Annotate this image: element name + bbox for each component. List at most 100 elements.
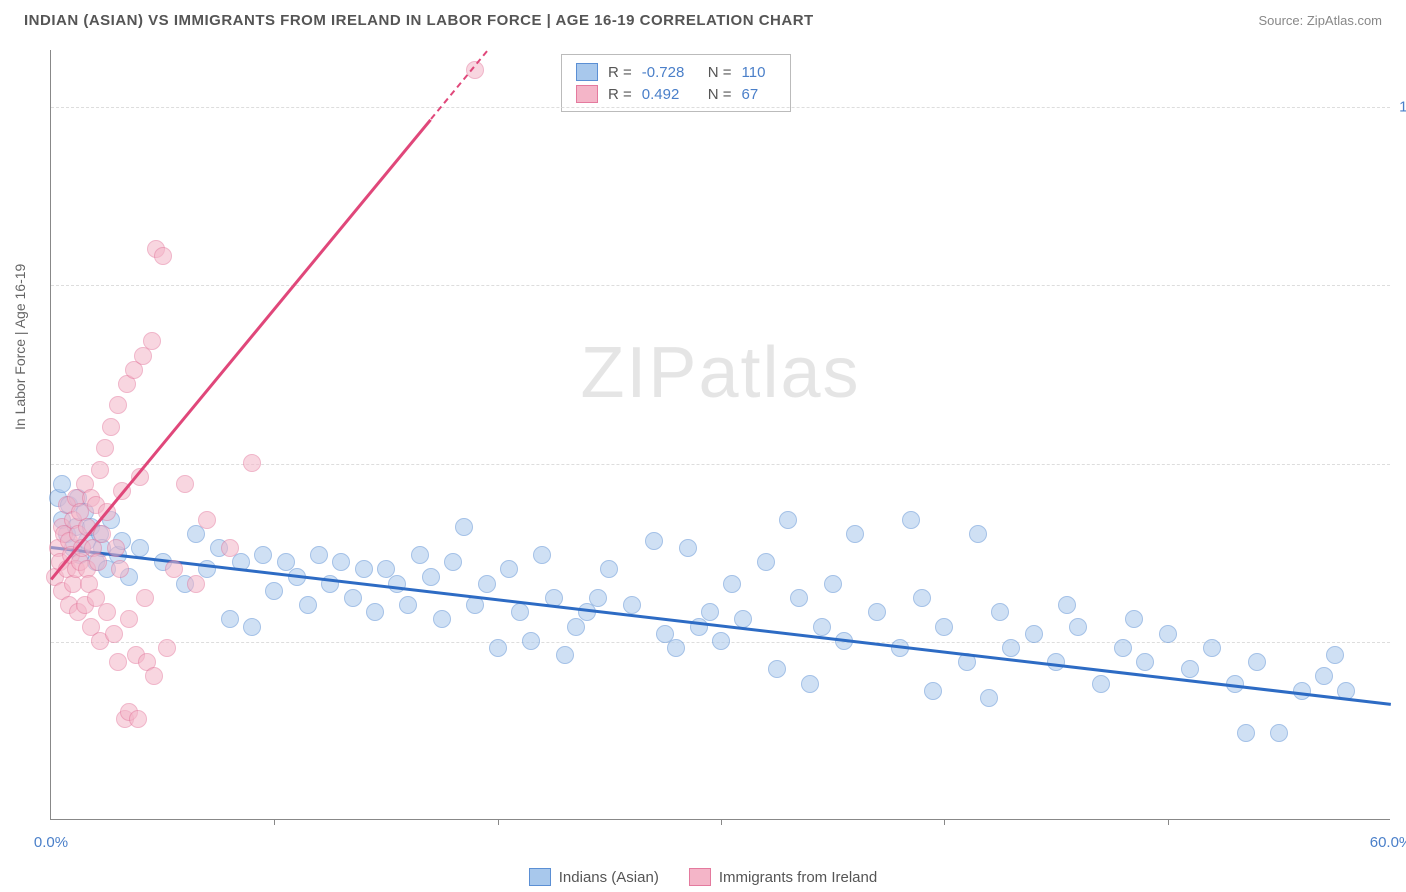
data-point [221,610,239,628]
legend-label: Indians (Asian) [559,869,659,886]
stat-r-value: -0.728 [642,64,698,81]
data-point [511,603,529,621]
data-point [91,461,109,479]
legend-swatch [576,63,598,81]
stat-r-value: 0.492 [642,86,698,103]
gridline [51,285,1390,286]
data-point [790,589,808,607]
data-point [1326,646,1344,664]
data-point [344,589,362,607]
data-point [136,589,154,607]
x-tick-mark [1168,819,1169,825]
legend-swatch [576,85,598,103]
data-point [254,546,272,564]
stat-n-value: 110 [742,64,776,81]
data-point [667,639,685,657]
data-point [411,546,429,564]
chart-source: Source: ZipAtlas.com [1258,13,1382,28]
data-point [533,546,551,564]
data-point [1125,610,1143,628]
data-point [1114,639,1132,657]
data-point [243,618,261,636]
data-point [145,667,163,685]
data-point [444,553,462,571]
watermark-atlas: atlas [698,333,860,413]
data-point [500,560,518,578]
x-tick-label: 60.0% [1370,834,1406,851]
data-point [98,603,116,621]
trend-line-dashed [430,50,487,119]
data-point [1136,653,1154,671]
data-point [89,553,107,571]
x-tick-mark [721,819,722,825]
data-point [913,589,931,607]
data-point [111,560,129,578]
data-point [109,396,127,414]
stat-n-label: N = [708,86,732,103]
data-point [243,454,261,472]
data-point [109,653,127,671]
data-point [1025,625,1043,643]
data-point [176,475,194,493]
data-point [131,539,149,557]
legend-swatch [529,868,551,886]
data-point [187,575,205,593]
data-point [935,618,953,636]
data-point [1270,724,1288,742]
data-point [366,603,384,621]
data-point [1058,596,1076,614]
data-point [712,632,730,650]
data-point [1002,639,1020,657]
data-point [991,603,1009,621]
data-point [310,546,328,564]
trend-line [50,118,432,580]
data-point [522,632,540,650]
data-point [768,660,786,678]
data-point [102,418,120,436]
stat-n-label: N = [708,64,732,81]
data-point [355,560,373,578]
data-point [801,675,819,693]
stats-legend-row: R =0.492N =67 [576,83,776,105]
data-point [846,525,864,543]
data-point [600,560,618,578]
data-point [645,532,663,550]
gridline [51,107,1390,108]
x-tick-mark [944,819,945,825]
data-point [1181,660,1199,678]
data-point [902,511,920,529]
data-point [143,332,161,350]
data-point [299,596,317,614]
data-point [723,575,741,593]
y-axis-label: In Labor Force | Age 16-19 [12,264,28,430]
data-point [93,525,111,543]
data-point [158,639,176,657]
data-point [679,539,697,557]
bottom-legend-item: Immigrants from Ireland [689,868,877,886]
stat-r-label: R = [608,86,632,103]
stat-r-label: R = [608,64,632,81]
data-point [924,682,942,700]
data-point [53,475,71,493]
data-point [868,603,886,621]
bottom-legend: Indians (Asian) Immigrants from Ireland [0,868,1406,886]
data-point [1248,653,1266,671]
x-tick-label: 0.0% [34,834,68,851]
data-point [399,596,417,614]
data-point [489,639,507,657]
stats-legend: R =-0.728N =110R =0.492N =67 [561,54,791,112]
data-point [1315,667,1333,685]
data-point [455,518,473,536]
data-point [589,589,607,607]
legend-swatch [689,868,711,886]
data-point [813,618,831,636]
scatter-chart: ZIPatlas R =-0.728N =110R =0.492N =67 25… [50,50,1390,820]
data-point [388,575,406,593]
data-point [332,553,350,571]
data-point [1092,675,1110,693]
watermark: ZIPatlas [580,332,860,414]
data-point [1203,639,1221,657]
data-point [154,247,172,265]
data-point [165,560,183,578]
data-point [198,511,216,529]
